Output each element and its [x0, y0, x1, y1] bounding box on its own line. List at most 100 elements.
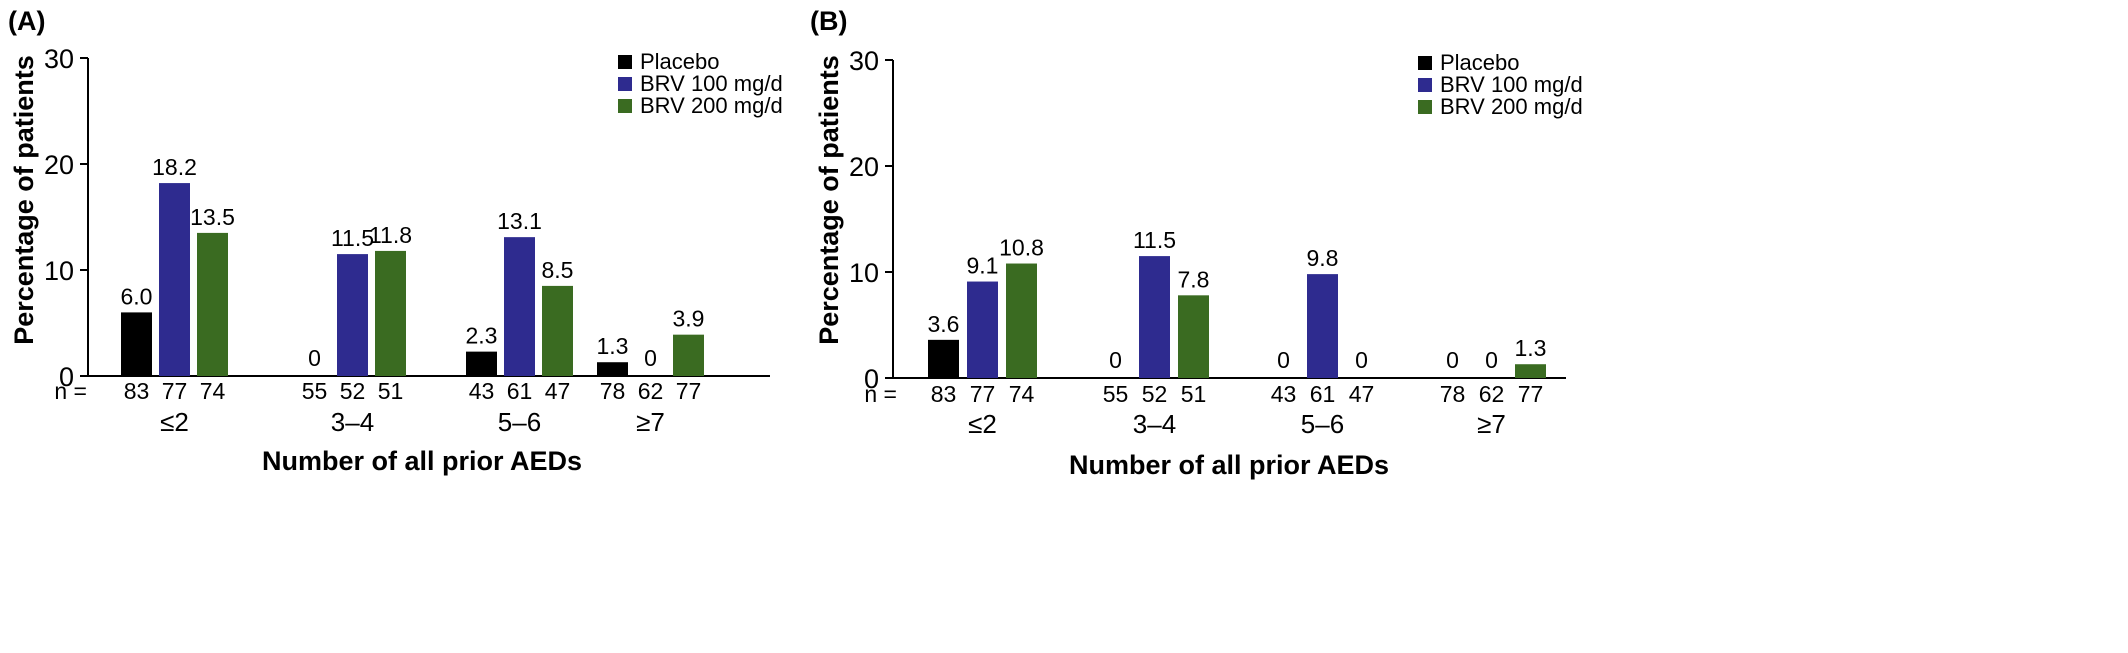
n-count-label: 62: [638, 378, 664, 404]
bar-brv100: [1307, 274, 1338, 378]
n-count-label: 55: [302, 378, 328, 404]
n-count-label: 77: [1518, 381, 1544, 407]
bar-brv100: [967, 281, 998, 378]
n-count-label: 83: [124, 378, 150, 404]
bar-brv200: [542, 285, 573, 376]
n-prefix: n =: [54, 378, 87, 404]
category-label: ≤2: [968, 409, 997, 439]
bar-brv200: [673, 334, 704, 376]
n-count-label: 61: [507, 378, 533, 404]
legend-label: BRV 200 mg/d: [640, 93, 783, 118]
panel-label: (A): [8, 6, 45, 36]
legend-label: BRV 100 mg/d: [1440, 72, 1583, 97]
bar-value-label: 3.9: [673, 306, 705, 332]
n-count-label: 47: [1349, 381, 1375, 407]
y-axis-title: Percentage of patients: [9, 55, 39, 345]
category-label: ≤2: [160, 407, 189, 437]
bar-value-label: 1.3: [597, 333, 629, 359]
bar-brv200: [375, 250, 406, 376]
y-tick-label: 20: [849, 152, 879, 182]
legend-swatch: [618, 99, 632, 113]
n-count-label: 77: [676, 378, 702, 404]
bar-placebo: [597, 362, 628, 376]
bar-value-label: 0: [1277, 347, 1290, 373]
bar-brv200: [1515, 364, 1546, 378]
n-count-label: 62: [1479, 381, 1505, 407]
bar-value-label: 0: [1355, 347, 1368, 373]
category-label: ≥7: [636, 407, 665, 437]
bar-value-label: 7.8: [1178, 266, 1210, 292]
bar-placebo: [121, 312, 152, 376]
bar-value-label: 18.2: [152, 154, 197, 180]
bar-value-label: 0: [1446, 347, 1459, 373]
y-tick-label: 0: [864, 364, 879, 394]
bar-value-label: 2.3: [466, 323, 498, 349]
bar-value-label: 3.6: [928, 311, 960, 337]
n-count-label: 51: [378, 378, 404, 404]
y-tick-label: 10: [849, 258, 879, 288]
y-tick-label: 0: [59, 362, 74, 392]
bar-value-label: 10.8: [999, 235, 1044, 261]
n-count-label: 78: [600, 378, 626, 404]
y-tick-label: 30: [849, 46, 879, 76]
n-count-label: 43: [1271, 381, 1297, 407]
n-count-label: 52: [1142, 381, 1168, 407]
n-count-label: 77: [162, 378, 188, 404]
legend-swatch: [618, 55, 632, 69]
y-axis-title: Percentage of patients: [814, 55, 844, 345]
legend-swatch: [618, 77, 632, 91]
legend-swatch: [1418, 100, 1432, 114]
n-count-label: 43: [469, 378, 495, 404]
bar-brv100: [337, 254, 368, 376]
n-count-label: 51: [1181, 381, 1207, 407]
y-tick-label: 30: [44, 44, 74, 74]
bar-placebo: [928, 339, 959, 378]
bar-value-label: 0: [1485, 347, 1498, 373]
legend-label: BRV 200 mg/d: [1440, 94, 1583, 119]
n-count-label: 74: [1009, 381, 1035, 407]
bar-value-label: 13.1: [497, 208, 542, 234]
n-count-label: 78: [1440, 381, 1466, 407]
category-label: ≥7: [1477, 409, 1506, 439]
n-count-label: 47: [545, 378, 571, 404]
bar-value-label: 11.5: [1133, 227, 1176, 253]
bar-value-label: 9.8: [1307, 245, 1339, 271]
bar-brv100: [1139, 256, 1170, 378]
category-label: 3–4: [331, 407, 374, 437]
n-prefix: n =: [864, 381, 897, 407]
bar-brv200: [197, 232, 228, 376]
legend-swatch: [1418, 78, 1432, 92]
bar-value-label: 1.3: [1515, 335, 1547, 361]
legend-label: BRV 100 mg/d: [640, 71, 783, 96]
bar-brv200: [1178, 295, 1209, 378]
category-label: 5–6: [498, 407, 541, 437]
panel-label: (B): [810, 6, 847, 36]
bar-value-label: 11.8: [369, 222, 412, 248]
bar-brv100: [159, 183, 190, 376]
bar-brv100: [504, 237, 535, 376]
x-axis-title: Number of all prior AEDs: [262, 446, 582, 476]
bar-value-label: 0: [308, 345, 321, 371]
legend-label: Placebo: [1440, 50, 1520, 75]
y-tick-label: 10: [44, 256, 74, 286]
category-label: 5–6: [1301, 409, 1344, 439]
bar-placebo: [466, 351, 497, 376]
bar-value-label: 8.5: [542, 257, 574, 283]
bar-value-label: 0: [644, 345, 657, 371]
bar-value-label: 0: [1109, 347, 1122, 373]
bar-value-label: 13.5: [190, 204, 235, 230]
n-count-label: 74: [200, 378, 226, 404]
n-count-label: 61: [1310, 381, 1336, 407]
n-count-label: 52: [340, 378, 366, 404]
legend-label: Placebo: [640, 49, 720, 74]
legend-swatch: [1418, 56, 1432, 70]
n-count-label: 83: [931, 381, 957, 407]
n-count-label: 55: [1103, 381, 1129, 407]
bar-value-label: 6.0: [121, 283, 153, 309]
n-count-label: 77: [970, 381, 996, 407]
